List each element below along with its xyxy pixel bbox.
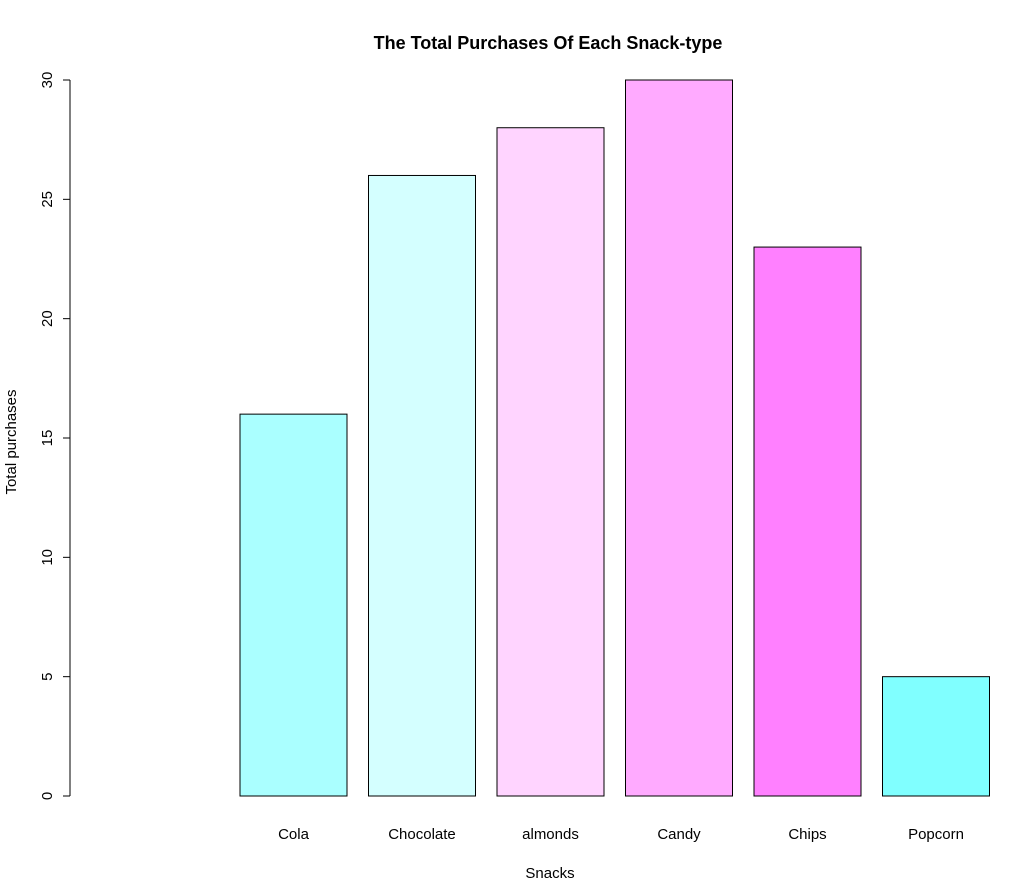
y-axis: 0 5 10 15 20 25 30 bbox=[39, 72, 71, 800]
x-tick-label: Candy bbox=[657, 826, 701, 843]
bar-chips bbox=[753, 246, 862, 797]
y-tick-label: 5 bbox=[39, 672, 56, 680]
bar-chocolate bbox=[368, 174, 476, 797]
x-tick-label: Chips bbox=[788, 826, 826, 843]
y-tick-label: 15 bbox=[39, 430, 56, 447]
x-tick-label: Cola bbox=[278, 826, 310, 843]
bar-popcorn bbox=[882, 676, 990, 797]
bar-almonds bbox=[496, 127, 605, 797]
y-tick-label: 10 bbox=[39, 549, 56, 566]
bar-candy bbox=[625, 79, 733, 797]
y-tick-label: 30 bbox=[39, 72, 56, 89]
y-axis-label: Total purchases bbox=[3, 389, 20, 494]
x-tick-label: Chocolate bbox=[388, 826, 456, 843]
y-tick-label: 0 bbox=[39, 792, 56, 800]
x-tick-labels: Cola Chocolate almonds Candy Chips Popcorn bbox=[278, 826, 964, 843]
chart-title: The Total Purchases Of Each Snack-type bbox=[374, 33, 723, 53]
bar-cola bbox=[239, 413, 348, 797]
x-tick-label: Popcorn bbox=[908, 826, 964, 843]
y-tick-label: 20 bbox=[39, 310, 56, 327]
y-tick-label: 25 bbox=[39, 191, 56, 208]
bars-group bbox=[239, 79, 990, 797]
x-tick-label: almonds bbox=[522, 826, 579, 843]
x-axis-label: Snacks bbox=[525, 865, 574, 882]
